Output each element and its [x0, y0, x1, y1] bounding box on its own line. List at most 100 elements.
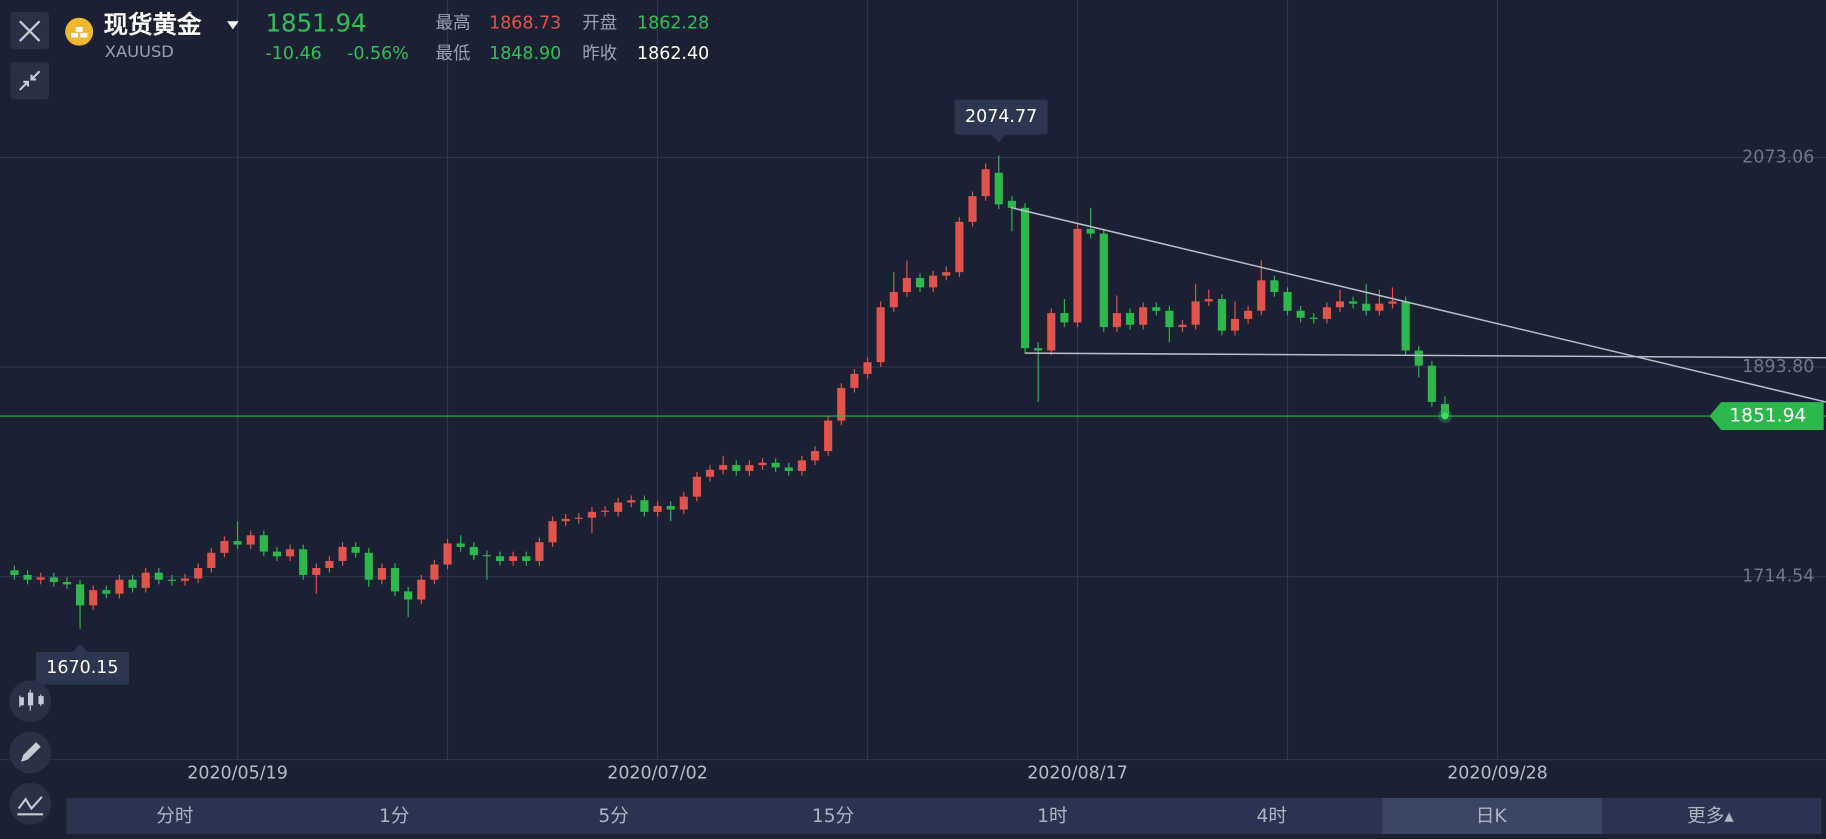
candle-body	[902, 277, 911, 293]
candle-body	[456, 543, 465, 547]
candle-body	[1244, 310, 1253, 319]
candle-body	[1230, 318, 1240, 331]
candle-body	[1440, 403, 1450, 417]
price: 1851.94	[266, 9, 367, 38]
candle-body	[968, 196, 977, 222]
candle-body	[1296, 310, 1305, 318]
candle-body	[1191, 301, 1200, 325]
candle-body	[1309, 317, 1318, 319]
candle-body	[285, 549, 295, 557]
candle-body	[141, 572, 150, 588]
collapse-button[interactable]	[10, 61, 49, 100]
candle-body	[824, 420, 833, 452]
tab[interactable]: 分时	[156, 806, 193, 827]
min-label-box	[35, 651, 129, 685]
candle-body	[417, 579, 426, 600]
candle-body	[115, 579, 124, 594]
candle-body	[102, 590, 111, 594]
support-line	[1024, 352, 1826, 359]
candle-body	[561, 518, 570, 522]
candle-body	[482, 555, 491, 557]
tab[interactable]: 15分	[812, 806, 854, 827]
candle-body	[771, 462, 780, 468]
candle-body	[915, 277, 925, 288]
label: 最高	[436, 14, 471, 34]
instrument-name[interactable]: 现货黄金	[104, 10, 202, 39]
tab[interactable]: 日K	[1476, 806, 1508, 827]
candle-body	[994, 172, 1003, 205]
candle-body	[1349, 301, 1358, 304]
x-tick-label: 2020/07/02	[607, 764, 708, 784]
last-price-tag	[1709, 402, 1824, 431]
tab[interactable]: 1分	[379, 806, 409, 827]
candle-body	[49, 577, 58, 583]
trend-line	[1010, 206, 1826, 403]
candle-body	[1112, 313, 1121, 328]
candle-body	[1178, 324, 1187, 328]
candle-body	[522, 556, 531, 561]
candle-body	[509, 556, 518, 561]
tab[interactable]: 1时	[1037, 806, 1067, 827]
candle-body	[1125, 313, 1135, 325]
close-icon	[18, 20, 41, 42]
candle-body	[62, 582, 72, 585]
x-tick-label: 2020/08/17	[1027, 764, 1128, 784]
candle-body	[1283, 292, 1292, 311]
candle-body	[889, 292, 898, 308]
candle-body	[220, 541, 229, 553]
candle-body	[167, 579, 177, 581]
label: 昨收	[582, 44, 617, 64]
candle-body	[377, 567, 386, 580]
x-tick-label: 2020/05/19	[187, 764, 288, 784]
min-label-pointer	[73, 643, 88, 652]
tab[interactable]: 更多▴	[1687, 806, 1734, 827]
min-label: 1670.15	[46, 658, 118, 678]
value: 1862.40	[637, 44, 709, 64]
candle-body	[495, 556, 505, 561]
indicator-button[interactable]	[9, 782, 52, 825]
candle-body	[1139, 307, 1148, 325]
candle-body	[876, 307, 885, 363]
symbol: XAUUSD	[105, 42, 174, 61]
tab[interactable]: 5分	[598, 806, 628, 827]
candle-body	[929, 275, 938, 288]
candle-body	[325, 560, 334, 568]
change-pct: -0.56%	[347, 44, 409, 64]
overlay: 1714.54 1893.80 2073.06 2020/05/19 2020/07/0…	[0, 99, 1826, 784]
value: 1868.73	[489, 14, 561, 34]
candle-body	[1414, 350, 1423, 366]
candle-body	[1322, 307, 1331, 319]
grid	[0, 0, 1826, 760]
indicator-icon	[17, 796, 44, 816]
candle-body	[587, 511, 596, 518]
candle-body	[1204, 299, 1213, 302]
candle-body	[535, 542, 544, 561]
candle-body	[430, 564, 439, 580]
candle-body	[390, 567, 400, 592]
candle-body	[364, 552, 373, 580]
max-label-pointer	[991, 134, 1006, 143]
candle-body	[837, 387, 846, 421]
max-label-box	[954, 99, 1048, 135]
candle-body	[666, 506, 675, 510]
label: 开盘	[582, 14, 617, 34]
dropdown-arrow[interactable]	[227, 21, 239, 30]
label: 最低	[436, 44, 471, 64]
candle-body	[1388, 301, 1397, 304]
candle-body	[797, 460, 806, 471]
candle-body	[955, 221, 964, 273]
candle-body	[1099, 233, 1108, 328]
candle-body	[1020, 207, 1030, 349]
chart-type-icon	[19, 689, 44, 711]
candle-body	[614, 502, 623, 512]
collapse-icon	[19, 70, 41, 91]
candle-body	[180, 578, 190, 581]
candle-body	[1034, 348, 1043, 351]
value: 1862.28	[637, 14, 709, 34]
tab[interactable]: 4时	[1257, 806, 1287, 827]
candle-body	[272, 551, 282, 557]
candle-body	[299, 549, 308, 576]
candle-body	[312, 567, 321, 576]
